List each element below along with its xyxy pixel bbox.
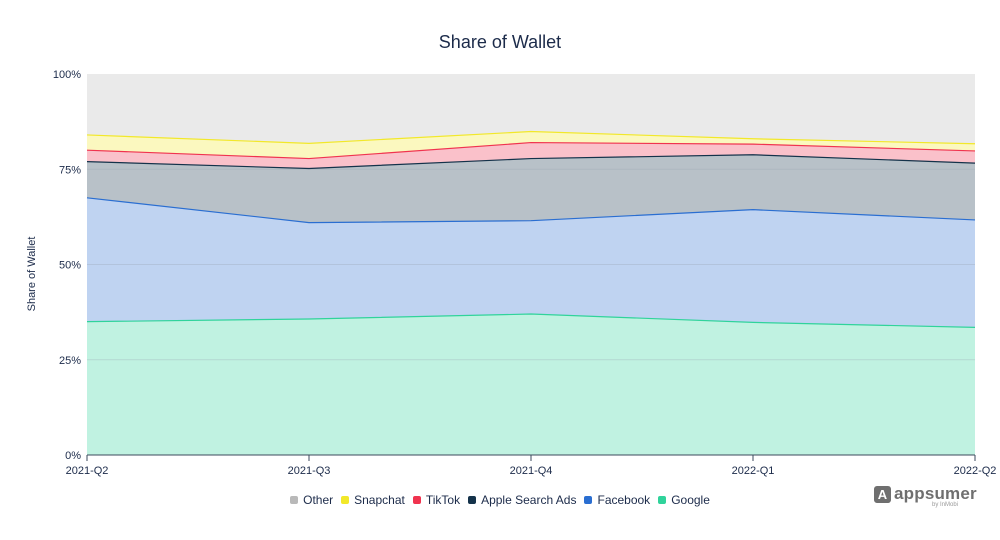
legend-label: Snapchat: [354, 493, 405, 507]
x-tick-label: 2022-Q1: [732, 465, 775, 477]
legend-swatch: [658, 496, 667, 504]
chart-title: Share of Wallet: [439, 32, 561, 52]
logo-text: appsumer: [894, 484, 977, 503]
legend-item-other[interactable]: Other: [290, 493, 333, 507]
legend-item-facebook[interactable]: Facebook: [584, 493, 650, 507]
area-google: [87, 314, 975, 455]
legend-label: Facebook: [597, 493, 651, 507]
area-snapchat: [87, 131, 975, 159]
appsumer-logo: A appsumer by InMobi: [874, 484, 982, 510]
legend-label: TikTok: [425, 493, 461, 507]
legend-swatch: [584, 496, 593, 504]
series-lines: [86, 130, 976, 328]
legend-item-apple-search-ads[interactable]: Apple Search Ads: [468, 493, 576, 507]
y-tick-label: 75%: [59, 164, 81, 176]
y-tick-label: 100%: [53, 69, 81, 81]
y-tick-label: 50%: [59, 260, 81, 272]
chart-legend: Other Snapchat TikTok Apple Search Ads Faceb…: [0, 493, 1000, 507]
axes: 0% 25% 50% 75% 100% 2021-Q2 2021-Q3 2021-Q4 2022…: [53, 69, 997, 477]
legend-item-tiktok[interactable]: TikTok: [412, 493, 461, 507]
line-tiktok: [86, 141, 976, 160]
x-tick-label: 2021-Q3: [288, 465, 331, 477]
legend-item-snapchat[interactable]: Snapchat: [341, 493, 405, 507]
x-tick-label: 2021-Q4: [510, 465, 553, 477]
legend-swatch: [341, 496, 350, 504]
line-apple-search-ads: [86, 154, 976, 170]
y-tick-label: 25%: [59, 355, 81, 367]
y-axis-label: Share of Wallet: [26, 237, 38, 312]
legend-swatch: [290, 496, 299, 504]
x-tick-label: 2021-Q2: [66, 465, 109, 477]
legend-label: Other: [303, 493, 334, 507]
area-other: [87, 74, 975, 144]
appsumer-logo-icon: A: [874, 486, 891, 503]
legend-item-google[interactable]: Google: [658, 493, 710, 507]
legend-swatch: [412, 496, 421, 504]
area-apple-search-ads: [87, 154, 975, 223]
line-facebook: [86, 197, 976, 224]
area-facebook: [87, 197, 975, 328]
legend-label: Apple Search Ads: [481, 493, 577, 507]
legend-swatch: [468, 496, 477, 504]
area-layers: [87, 74, 975, 455]
legend-label: Google: [671, 493, 710, 507]
gridlines: [87, 168, 975, 361]
y-tick-label: 0%: [65, 450, 81, 462]
line-snapchat: [86, 130, 976, 145]
logo-subtext: by InMobi: [932, 502, 959, 508]
area-tiktok: [87, 142, 975, 169]
x-tick-label: 2022-Q2: [954, 465, 997, 477]
line-google: [86, 313, 976, 328]
